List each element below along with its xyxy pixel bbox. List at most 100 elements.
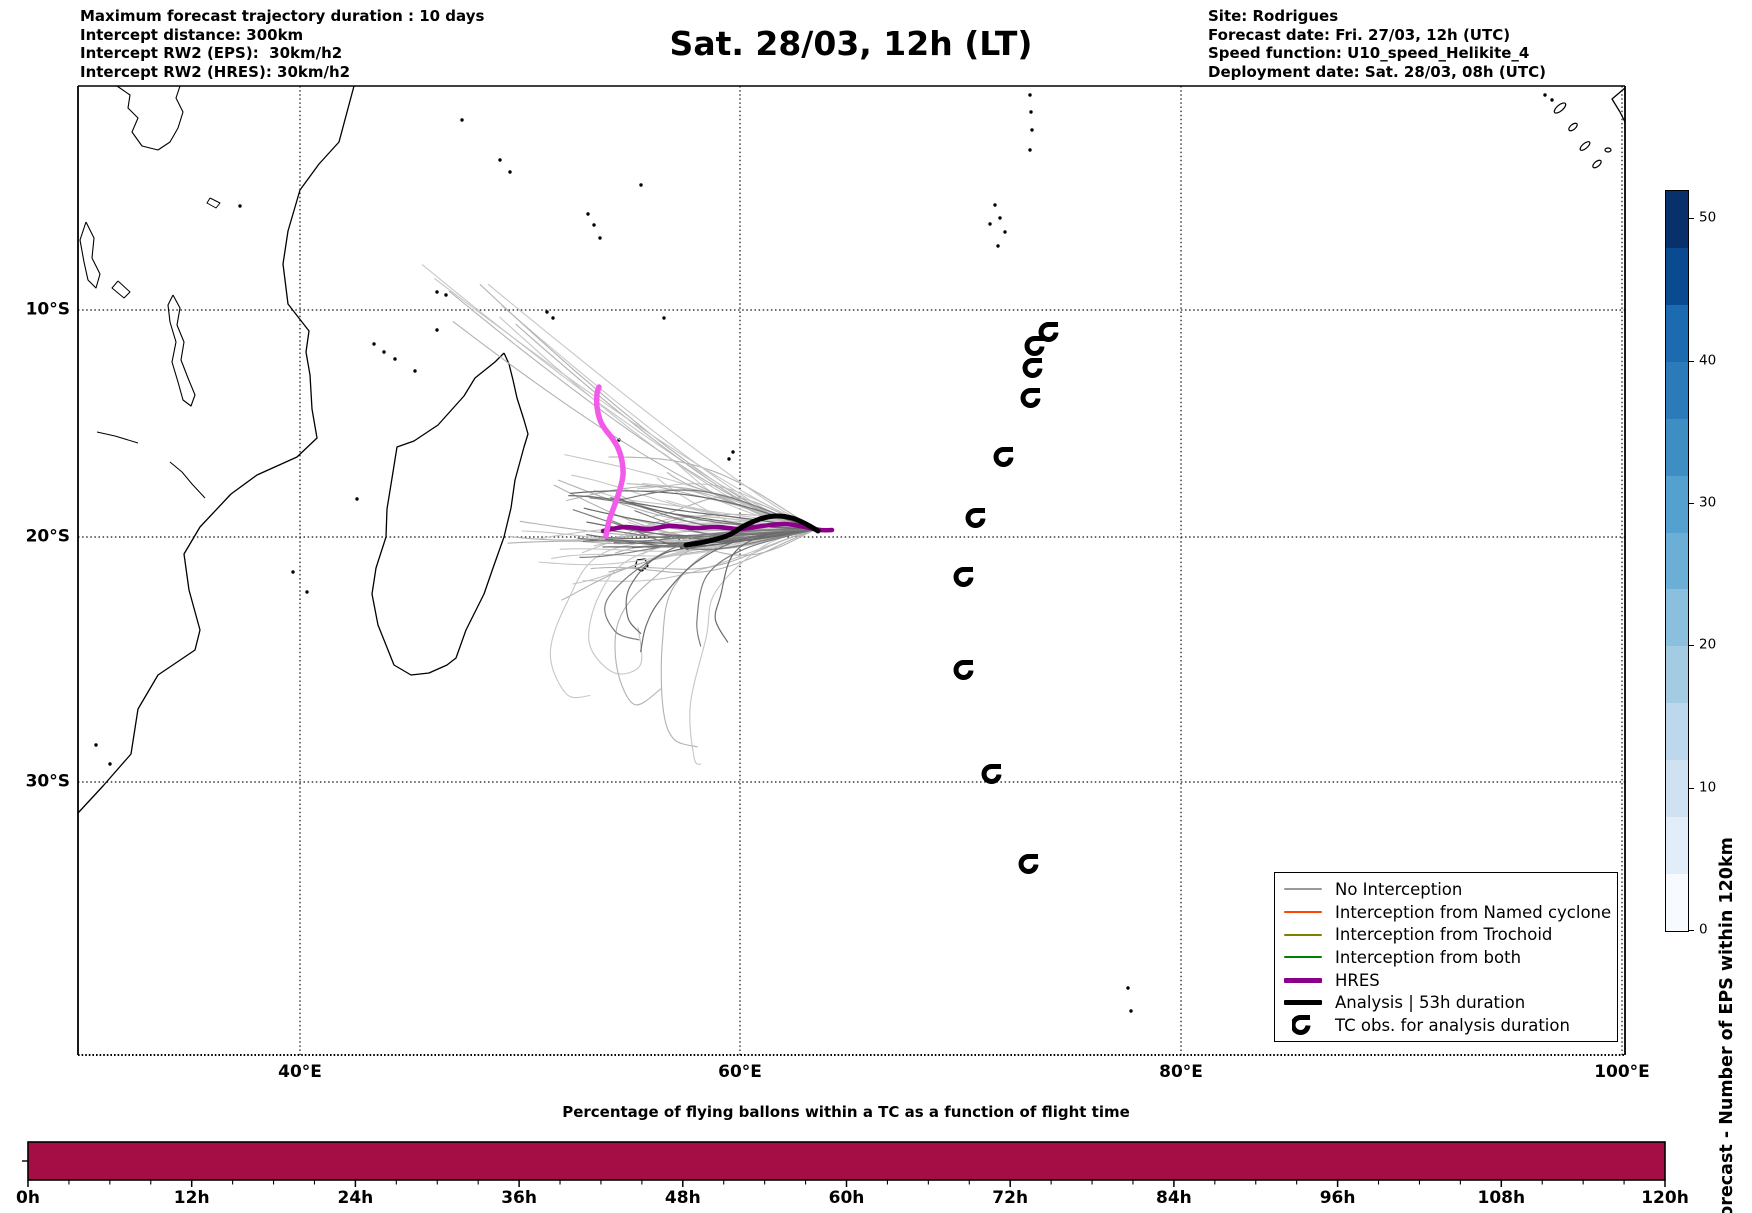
legend-item: No Interception	[1284, 878, 1609, 901]
percentage-bar	[27, 1141, 1666, 1181]
lon-tick-label: 60°E	[718, 1062, 762, 1082]
legend-item-label: TC obs. for analysis duration	[1335, 1016, 1570, 1036]
param-max-duration: Maximum forecast trajectory duration : 1…	[80, 7, 485, 25]
colorbar-segment	[1666, 361, 1688, 419]
legend-line	[1284, 888, 1322, 891]
lat-tick-label: 30°S	[25, 771, 70, 792]
cyclone-symbol-icon	[1284, 1014, 1322, 1038]
colorbar-label: Named cyclones forecast - Number of EPS …	[1717, 837, 1737, 1213]
legend-item-label: HRES	[1335, 970, 1380, 990]
legend-line	[1284, 911, 1322, 913]
colorbar-tick-label: 40	[1699, 352, 1717, 369]
param-forecast-date: Forecast date: Fri. 27/03, 12h (UTC)	[1208, 25, 1511, 44]
cyclone-symbol-icon	[993, 447, 1014, 467]
small-islands	[94, 93, 1554, 1013]
coastlines	[77, 85, 1626, 814]
tc-obs-markers	[953, 322, 1059, 874]
cyclone-symbol-icon	[1022, 358, 1043, 378]
legend-line	[1284, 977, 1322, 983]
colorbar-tick-label: 50	[1699, 210, 1717, 227]
cyclone-symbol-icon	[953, 567, 974, 587]
hour-tick-label: 108h	[1477, 1188, 1526, 1208]
legend-item: Analysis | 53h duration	[1284, 991, 1609, 1014]
hour-tick-label: 48h	[664, 1188, 701, 1208]
param-speed-function: Speed function: U10_speed_Helikite_4	[1208, 44, 1530, 62]
map-legend: No Interception Interception from Named c…	[1274, 872, 1618, 1042]
legend-item: Interception from Trochoid	[1284, 923, 1609, 946]
colorbar-segment	[1666, 703, 1688, 761]
colorbar-segment	[1666, 418, 1688, 476]
legend-item-label: No Interception	[1335, 879, 1463, 899]
cyclone-symbol-icon	[965, 508, 986, 528]
bottom-chart-title: Percentage of flying ballons within a TC…	[562, 1103, 1130, 1121]
legend-item: TC obs. for analysis duration	[1284, 1014, 1609, 1037]
colorbar-segment	[1666, 247, 1688, 305]
colorbar-tick	[1688, 645, 1694, 647]
hres-track	[600, 521, 835, 534]
colorbar-segment	[1666, 532, 1688, 590]
legend-line-swatch	[1284, 1000, 1322, 1006]
colorbar-tick	[1688, 218, 1694, 220]
legend-line-swatch	[1284, 977, 1322, 983]
cyclone-symbol-icon	[1024, 336, 1045, 356]
hres-balloon-trajectory	[593, 384, 626, 539]
colorbar-tick-label: 30	[1699, 494, 1717, 511]
colorbar-segment	[1666, 874, 1688, 931]
analysis-track	[683, 513, 821, 548]
lat-tick-label: 20°S	[25, 526, 70, 547]
lat-tick-label: 10°S	[25, 299, 70, 320]
colorbar-segment	[1666, 304, 1688, 362]
hour-tick-label: 12h	[173, 1188, 210, 1208]
colorbar-segment	[1666, 589, 1688, 647]
legend-item-label: Interception from Trochoid	[1335, 925, 1553, 945]
figure-title: Sat. 28/03, 12h (LT)	[669, 24, 1033, 63]
header-right-params: Site: Rodrigues Forecast date: Fri. 27/03…	[1208, 7, 1546, 81]
colorbar-segment	[1666, 475, 1688, 533]
hour-tick-label: 96h	[1319, 1188, 1356, 1208]
colorbar-tick-label: 10	[1699, 779, 1717, 796]
legend-item: Interception from Named cyclone	[1284, 901, 1611, 924]
legend-line-swatch	[1284, 933, 1322, 936]
map-frame	[77, 85, 1626, 1056]
eps-trajectories-no-interception	[421, 263, 818, 765]
lon-tick-label: 80°E	[1159, 1062, 1203, 1082]
cyclone-symbol-icon	[1020, 388, 1041, 408]
param-deployment-date: Deployment date: Sat. 28/03, 08h (UTC)	[1208, 62, 1546, 81]
hour-tick-label: 0h	[16, 1188, 40, 1208]
legend-item-label: Analysis | 53h duration	[1335, 993, 1526, 1013]
hour-tick-label: 24h	[337, 1188, 374, 1208]
param-intercept-distance: Intercept distance: 300km	[80, 25, 304, 44]
legend-line	[1284, 956, 1322, 959]
hour-tick-label: 60h	[828, 1188, 865, 1208]
cyclone-symbol-icon	[1018, 854, 1039, 874]
legend-line	[1284, 933, 1322, 936]
balloon-percentage-chart	[22, 1141, 1666, 1187]
legend-item: HRES	[1284, 969, 1609, 992]
hour-tick-label: 36h	[501, 1188, 537, 1208]
colorbar-tick-label: 20	[1699, 637, 1717, 654]
map-gridlines	[78, 86, 1625, 1055]
legend-line-swatch	[1284, 956, 1322, 959]
hour-tick-label: 120h	[1641, 1188, 1689, 1208]
legend-item-label: Interception from both	[1335, 947, 1522, 967]
header-left-params: Maximum forecast trajectory duration : 1…	[80, 7, 484, 81]
colorbar-tick	[1688, 360, 1694, 362]
colorbar-tick	[1688, 787, 1694, 789]
colorbar-segment	[1666, 760, 1688, 818]
legend-line-swatch	[1284, 888, 1322, 891]
cyclone-symbol-icon	[981, 764, 1002, 784]
param-intercept-rw2-hres: Intercept RW2 (HRES): 30km/h2	[80, 62, 351, 81]
colorbar	[1665, 190, 1689, 932]
colorbar-tick-label: 0	[1699, 921, 1708, 938]
lon-tick-label: 40°E	[278, 1062, 322, 1082]
param-site: Site: Rodrigues	[1208, 7, 1339, 25]
legend-line	[1284, 1000, 1322, 1006]
colorbar-tick	[1688, 930, 1694, 931]
param-intercept-rw2-eps: Intercept RW2 (EPS): 30km/h2	[80, 44, 343, 62]
colorbar-segment	[1666, 646, 1688, 704]
hour-tick-label: 84h	[1156, 1188, 1192, 1208]
lon-tick-label: 100°E	[1594, 1062, 1650, 1082]
colorbar-segment	[1666, 817, 1688, 875]
colorbar-tick	[1688, 503, 1694, 505]
